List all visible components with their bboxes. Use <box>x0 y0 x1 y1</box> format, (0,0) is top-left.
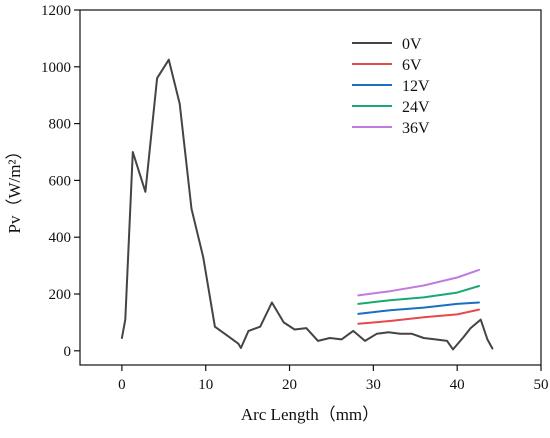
legend-label-36v: 36V <box>402 120 430 137</box>
y-tick-label: 1000 <box>41 60 71 76</box>
legend-label-6v: 6V <box>402 57 422 74</box>
y-tick-label: 800 <box>49 117 72 133</box>
x-tick-label: 20 <box>282 377 297 393</box>
legend-label-24v: 24V <box>402 99 430 116</box>
series-lines <box>120 58 494 351</box>
y-axis-title: Pv（W/m²） <box>5 142 24 233</box>
legend: 0V 6V 12V 24V 36V <box>352 36 430 137</box>
x-tick-label: 0 <box>118 377 126 393</box>
x-tick-label: 30 <box>366 377 381 393</box>
y-tick-label: 200 <box>49 287 72 303</box>
y-tick-label: 0 <box>64 344 72 360</box>
x-axis-title: Arc Length（mm） <box>241 405 379 424</box>
series-line-36v <box>357 268 480 297</box>
x-tick-label: 50 <box>534 377 549 393</box>
series-line-0v <box>120 58 494 351</box>
y-tick-label: 400 <box>49 230 72 246</box>
y-tick-label: 1200 <box>41 3 71 19</box>
series-line-12v <box>357 301 480 315</box>
plot-frame <box>79 9 542 366</box>
legend-label-12v: 12V <box>402 78 430 95</box>
y-tick-label: 600 <box>49 173 72 189</box>
series-line-6v <box>357 308 480 325</box>
x-tick-label: 40 <box>450 377 465 393</box>
axis-ticks: 0 10 20 30 40 50 0 200 400 600 800 1000 1200 <box>41 3 549 393</box>
x-tick-label: 10 <box>198 377 213 393</box>
series-line-24v <box>357 285 480 305</box>
legend-label-0v: 0V <box>402 36 422 53</box>
